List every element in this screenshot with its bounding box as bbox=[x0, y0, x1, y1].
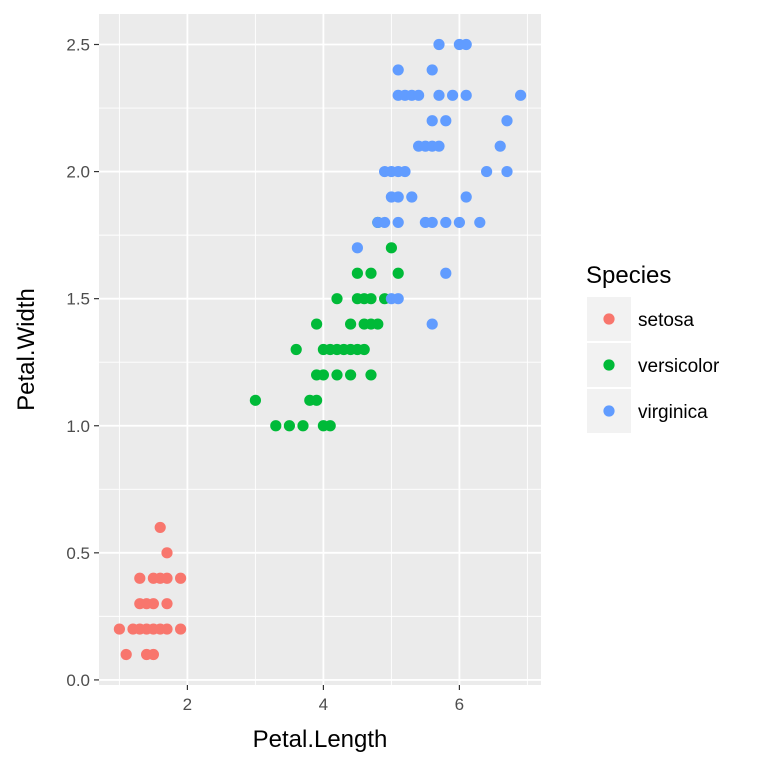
data-point-versicolor bbox=[351, 267, 363, 279]
data-point-setosa bbox=[113, 623, 125, 635]
data-point-versicolor bbox=[283, 420, 295, 432]
minor-gridlines bbox=[99, 14, 541, 685]
data-point-setosa bbox=[161, 598, 173, 610]
y-tick-label: 0.5 bbox=[66, 544, 90, 563]
legend-label-versicolor: versicolor bbox=[638, 356, 720, 377]
data-point-virginica bbox=[351, 242, 363, 254]
data-point-setosa bbox=[161, 572, 173, 584]
data-point-setosa bbox=[147, 648, 159, 661]
data-point-versicolor bbox=[365, 369, 377, 381]
data-point-virginica bbox=[460, 191, 472, 203]
data-point-versicolor bbox=[385, 242, 397, 254]
y-tick-label: 1.0 bbox=[66, 417, 90, 436]
data-points bbox=[113, 38, 527, 661]
data-point-setosa bbox=[175, 572, 187, 584]
data-point-virginica bbox=[440, 216, 452, 229]
data-point-setosa bbox=[134, 572, 146, 584]
data-point-virginica bbox=[440, 115, 452, 127]
data-point-virginica bbox=[406, 191, 418, 203]
data-point-virginica bbox=[379, 216, 391, 229]
legend-label-setosa: setosa bbox=[638, 310, 694, 331]
data-point-versicolor bbox=[345, 369, 357, 381]
y-tick-label: 2.0 bbox=[66, 163, 90, 182]
data-point-virginica bbox=[494, 140, 506, 152]
data-point-setosa bbox=[175, 623, 187, 635]
data-point-virginica bbox=[392, 293, 404, 305]
x-tick-label: 6 bbox=[455, 695, 464, 714]
legend-key-versicolor bbox=[603, 359, 615, 371]
data-point-virginica bbox=[392, 191, 404, 203]
x-axis-title: Petal.Length bbox=[253, 726, 388, 753]
data-point-virginica bbox=[453, 216, 465, 229]
data-point-virginica bbox=[474, 216, 486, 229]
data-point-versicolor bbox=[331, 369, 343, 381]
data-point-versicolor bbox=[324, 420, 336, 432]
data-point-virginica bbox=[426, 64, 438, 76]
legend-key-setosa bbox=[603, 313, 615, 325]
data-point-versicolor bbox=[345, 318, 357, 330]
y-tick-label: 2.5 bbox=[66, 36, 90, 55]
data-point-virginica bbox=[460, 89, 472, 101]
legend-key-virginica bbox=[603, 405, 615, 417]
data-point-virginica bbox=[515, 89, 527, 101]
y-tick-label: 1.5 bbox=[66, 290, 90, 309]
data-point-versicolor bbox=[331, 293, 343, 305]
data-point-virginica bbox=[481, 165, 493, 178]
data-point-virginica bbox=[392, 216, 404, 229]
legend: Species setosa versicolor virginica bbox=[586, 262, 720, 433]
data-point-virginica bbox=[399, 165, 411, 178]
data-point-virginica bbox=[426, 216, 438, 229]
data-point-versicolor bbox=[311, 394, 323, 406]
data-point-versicolor bbox=[365, 267, 377, 279]
data-point-virginica bbox=[501, 115, 513, 127]
legend-items: setosa versicolor virginica bbox=[587, 297, 720, 433]
x-tick-label: 4 bbox=[319, 695, 328, 714]
data-point-versicolor bbox=[392, 267, 404, 279]
data-point-versicolor bbox=[365, 293, 377, 305]
data-point-setosa bbox=[161, 547, 173, 559]
data-point-virginica bbox=[460, 38, 472, 51]
legend-label-virginica: virginica bbox=[638, 402, 708, 423]
data-point-setosa bbox=[120, 648, 132, 661]
data-point-virginica bbox=[433, 38, 445, 51]
data-point-versicolor bbox=[358, 343, 370, 356]
data-point-setosa bbox=[154, 521, 166, 534]
data-point-versicolor bbox=[270, 420, 282, 432]
x-axis: 2 4 6 bbox=[183, 685, 464, 714]
data-point-virginica bbox=[413, 89, 425, 101]
data-point-virginica bbox=[392, 64, 404, 76]
data-point-virginica bbox=[426, 115, 438, 127]
x-tick-label: 2 bbox=[183, 695, 192, 714]
data-point-setosa bbox=[161, 623, 173, 635]
data-point-versicolor bbox=[317, 369, 329, 381]
y-axis: 0.0 0.5 1.0 1.5 2.0 2.5 bbox=[66, 36, 99, 690]
data-point-versicolor bbox=[372, 318, 384, 330]
data-point-virginica bbox=[433, 140, 445, 152]
legend-title: Species bbox=[586, 262, 671, 289]
data-point-virginica bbox=[501, 165, 513, 178]
data-point-versicolor bbox=[311, 318, 323, 330]
data-point-virginica bbox=[440, 267, 452, 279]
y-tick-label: 0.0 bbox=[66, 671, 90, 690]
data-point-virginica bbox=[426, 318, 438, 330]
data-point-virginica bbox=[433, 89, 445, 101]
data-point-versicolor bbox=[290, 343, 302, 356]
data-point-versicolor bbox=[249, 394, 261, 406]
y-axis-title: Petal.Width bbox=[13, 288, 40, 411]
data-point-versicolor bbox=[297, 420, 309, 432]
data-point-setosa bbox=[147, 598, 159, 610]
data-point-virginica bbox=[447, 89, 459, 101]
